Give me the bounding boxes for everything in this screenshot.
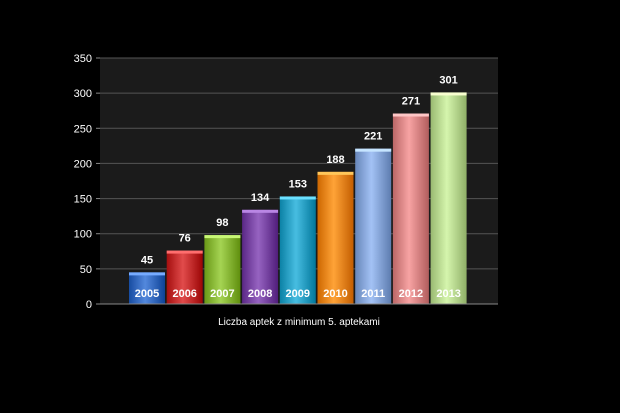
value-label-2013: 301 [439, 74, 457, 86]
category-label-2007: 2007 [210, 288, 234, 300]
bar-top-highlight [279, 196, 316, 200]
bar-top-highlight [204, 235, 241, 239]
category-label-2008: 2008 [248, 288, 272, 300]
y-tick-label: 50 [80, 264, 92, 276]
bars [129, 92, 467, 304]
category-label-2012: 2012 [399, 288, 423, 300]
bar-top-highlight [129, 272, 165, 276]
bar-top-highlight [392, 113, 429, 117]
value-label-2005: 45 [141, 254, 153, 266]
category-label-2011: 2011 [361, 288, 385, 300]
category-label-2009: 2009 [286, 288, 310, 300]
value-label-2009: 153 [289, 178, 307, 190]
bar-top-highlight [355, 148, 392, 152]
y-tick-label: 250 [74, 123, 92, 135]
bar-2007 [204, 235, 241, 304]
y-tick-label: 200 [74, 158, 92, 170]
data-labels: 45 2005 76 2006 98 2007 134 2008 153 2009 188 2010 2… [135, 74, 461, 300]
value-label-2011: 221 [364, 131, 382, 143]
bar-2013 [430, 92, 467, 304]
value-label-2010: 188 [326, 154, 344, 166]
bar-2009 [279, 196, 316, 304]
bar-2012 [392, 113, 429, 304]
category-label-2005: 2005 [135, 288, 159, 300]
value-label-2012: 271 [402, 96, 420, 108]
category-label-2010: 2010 [323, 288, 347, 300]
y-tick-label: 150 [74, 194, 92, 206]
bar-top-highlight [317, 171, 354, 175]
y-tick-label: 350 [74, 53, 92, 65]
bar-2008 [242, 209, 279, 304]
category-label-2006: 2006 [172, 288, 196, 300]
bar-top-highlight [166, 250, 203, 254]
y-tick-label: 100 [74, 229, 92, 241]
value-label-2007: 98 [216, 217, 228, 229]
bar-2011 [355, 148, 392, 304]
y-tick-label: 300 [74, 88, 92, 100]
bar-2005 [129, 272, 165, 304]
category-label-2013: 2013 [436, 288, 460, 300]
bar-top-highlight [430, 92, 467, 96]
bar-2010 [317, 171, 354, 304]
x-axis-title: Liczba aptek z minimum 5. aptekami [218, 317, 380, 328]
bar-top-highlight [242, 209, 279, 213]
value-label-2006: 76 [179, 233, 191, 245]
y-axis-ticks: 0 50 100 150 200 250 300 350 [74, 53, 100, 311]
value-label-2008: 134 [251, 192, 270, 204]
bar-2006 [166, 250, 203, 304]
y-tick-label: 0 [86, 299, 92, 311]
